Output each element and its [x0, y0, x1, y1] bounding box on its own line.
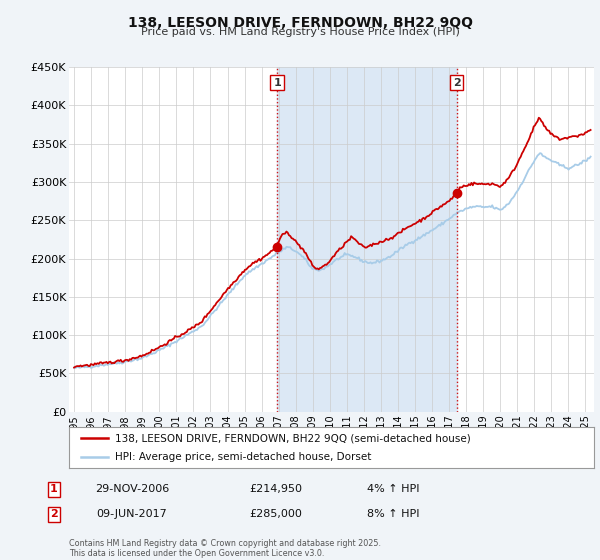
Text: £285,000: £285,000 [250, 509, 302, 519]
Text: £214,950: £214,950 [250, 484, 302, 494]
Text: Contains HM Land Registry data © Crown copyright and database right 2025.
This d: Contains HM Land Registry data © Crown c… [69, 539, 381, 558]
Text: 2: 2 [50, 509, 58, 519]
Text: 1: 1 [273, 77, 281, 87]
Text: 29-NOV-2006: 29-NOV-2006 [95, 484, 169, 494]
Text: 2: 2 [453, 77, 460, 87]
Text: 4% ↑ HPI: 4% ↑ HPI [367, 484, 419, 494]
Text: HPI: Average price, semi-detached house, Dorset: HPI: Average price, semi-detached house,… [115, 452, 371, 462]
Bar [277, 67, 457, 412]
Text: 8% ↑ HPI: 8% ↑ HPI [367, 509, 419, 519]
Text: 09-JUN-2017: 09-JUN-2017 [97, 509, 167, 519]
Text: 138, LEESON DRIVE, FERNDOWN, BH22 9QQ (semi-detached house): 138, LEESON DRIVE, FERNDOWN, BH22 9QQ (s… [115, 433, 471, 444]
Text: 138, LEESON DRIVE, FERNDOWN, BH22 9QQ: 138, LEESON DRIVE, FERNDOWN, BH22 9QQ [128, 16, 473, 30]
Text: Price paid vs. HM Land Registry's House Price Index (HPI): Price paid vs. HM Land Registry's House … [140, 27, 460, 37]
Text: 1: 1 [50, 484, 58, 494]
